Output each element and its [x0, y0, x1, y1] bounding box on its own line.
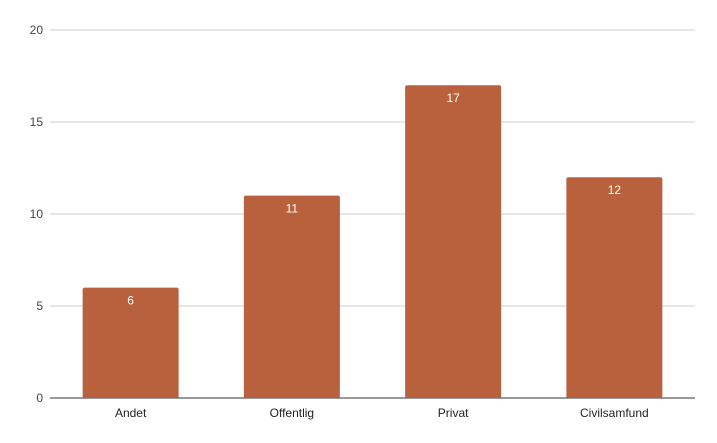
y-axis-ticks: 0 5 10 15 20 — [30, 23, 44, 405]
bar-privat — [405, 85, 502, 398]
x-tick-label: Privat — [438, 406, 469, 420]
data-label: 17 — [446, 91, 460, 105]
bar-offentlig — [243, 195, 340, 398]
bars — [82, 85, 663, 398]
bar-andet — [82, 287, 179, 398]
y-tick-label: 10 — [30, 207, 44, 221]
x-tick-label: Offentlig — [270, 406, 314, 420]
x-tick-label: Civilsamfund — [580, 406, 649, 420]
y-tick-label: 15 — [30, 115, 44, 129]
data-label: 11 — [286, 202, 299, 216]
bar-civilsamfund — [566, 177, 663, 398]
y-tick-label: 5 — [36, 299, 43, 313]
x-tick-label: Andet — [115, 406, 147, 420]
data-label: 6 — [127, 294, 134, 308]
x-axis-ticks: Andet Offentlig Privat Civilsamfund — [115, 406, 649, 420]
y-tick-label: 0 — [36, 391, 43, 405]
y-tick-label: 20 — [30, 23, 44, 37]
data-label: 12 — [608, 183, 622, 197]
data-labels: 6 11 17 12 — [127, 91, 621, 307]
